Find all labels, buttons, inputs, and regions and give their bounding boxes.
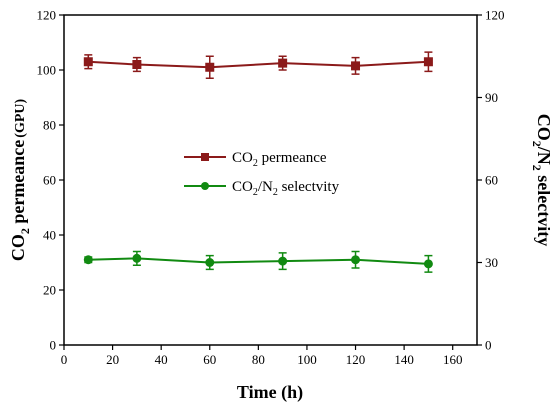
y-right-tick-label: 30 bbox=[485, 255, 498, 270]
y-right-axis-title: CO2/N2 selectvity bbox=[530, 114, 550, 246]
y-left-tick-label: 40 bbox=[43, 228, 56, 243]
y-left-tick-label: 80 bbox=[43, 118, 56, 133]
x-tick-label: 80 bbox=[252, 352, 265, 367]
series-selectivity bbox=[83, 250, 433, 273]
data-point bbox=[205, 62, 215, 72]
legend-entry-selectivity: CO2/N2 selectvity bbox=[184, 179, 340, 198]
x-tick-label: 100 bbox=[297, 352, 317, 367]
y-left-axis-title: CO2 permeance(GPU) bbox=[8, 98, 32, 261]
data-point bbox=[83, 255, 93, 265]
y-left-tick-label: 60 bbox=[43, 173, 56, 188]
y-right-tick-label: 60 bbox=[485, 173, 498, 188]
y-right-tick-label: 0 bbox=[485, 338, 492, 353]
series-layer bbox=[83, 51, 433, 273]
data-point bbox=[278, 256, 288, 266]
data-point bbox=[423, 259, 433, 269]
y-left-tick-label: 20 bbox=[43, 283, 56, 298]
legend-marker-permeance bbox=[201, 153, 209, 161]
legend-label-permeance: CO2 permeance bbox=[232, 150, 327, 169]
y-left-tick-label: 0 bbox=[50, 338, 57, 353]
data-point bbox=[423, 57, 433, 67]
data-point bbox=[351, 61, 361, 71]
legend-entry-permeance: CO2 permeance bbox=[184, 150, 327, 169]
x-axis-title: Time (h) bbox=[237, 382, 303, 403]
y-right-ticks: 0 30 60 90 120 bbox=[477, 8, 505, 353]
series-line bbox=[88, 60, 429, 69]
legend-marker-selectivity bbox=[201, 182, 209, 190]
y-right-tick-label: 120 bbox=[485, 8, 505, 23]
data-point bbox=[132, 253, 142, 263]
data-point bbox=[132, 60, 142, 69]
x-tick-label: 0 bbox=[61, 352, 68, 367]
x-tick-label: 20 bbox=[106, 352, 119, 367]
data-point bbox=[83, 57, 93, 67]
x-tick-label: 160 bbox=[443, 352, 463, 367]
legend: CO2 permeance CO2/N2 selectvity bbox=[184, 150, 340, 198]
data-point bbox=[278, 58, 288, 68]
x-tick-label: 60 bbox=[203, 352, 216, 367]
data-point bbox=[205, 258, 215, 267]
data-point bbox=[351, 255, 361, 265]
y-left-ticks: 0 20 40 60 80 100 120 bbox=[37, 8, 64, 353]
x-ticks: 0 20 40 60 80 100 120 140 160 bbox=[61, 345, 463, 367]
y-left-tick-label: 120 bbox=[37, 8, 57, 23]
legend-label-selectivity: CO2/N2 selectvity bbox=[232, 179, 340, 198]
x-tick-label: 140 bbox=[394, 352, 414, 367]
x-tick-label: 120 bbox=[346, 352, 366, 367]
series-permeance bbox=[83, 51, 433, 79]
x-tick-label: 40 bbox=[155, 352, 168, 367]
series-line bbox=[88, 257, 429, 265]
y-right-tick-label: 90 bbox=[485, 90, 498, 105]
y-left-tick-label: 100 bbox=[37, 63, 57, 78]
